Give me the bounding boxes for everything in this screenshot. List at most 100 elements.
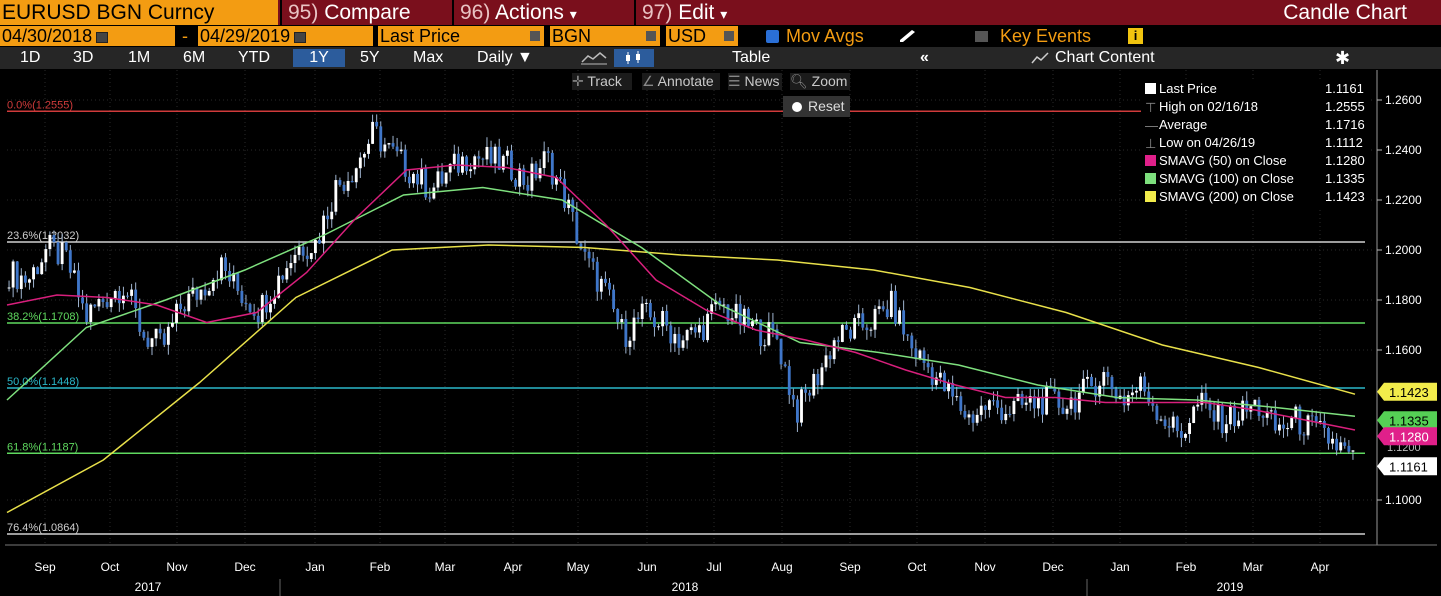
candle-body [530, 163, 534, 191]
gear-icon[interactable]: ✱ [1335, 48, 1351, 68]
key-events-checkbox[interactable] [975, 31, 988, 42]
candle-body [926, 363, 930, 368]
compare-button[interactable]: 95) Compare [280, 0, 450, 25]
candle-body [755, 319, 758, 322]
low-icon: ⊥ [1145, 136, 1157, 151]
edit-menu[interactable]: 97) Edit ▾ [634, 0, 764, 25]
x-month-label: Dec [234, 560, 255, 574]
candle-body [1257, 399, 1261, 416]
legend-label: Last Price [1159, 81, 1217, 96]
candle-body [795, 399, 799, 423]
candle-body [350, 180, 354, 183]
calendar-icon[interactable] [96, 31, 109, 43]
news-tool[interactable]: ☰ News [728, 73, 782, 90]
candle-body [220, 257, 223, 281]
candle-body [1151, 403, 1155, 406]
actions-menu[interactable]: 96) Actions ▾ [452, 0, 632, 25]
currency-select[interactable]: USD [666, 26, 738, 46]
candle-body [48, 234, 52, 250]
candle-body [224, 257, 227, 271]
legend-value: 1.1112 [1325, 135, 1363, 150]
track-tool[interactable]: ✛ Track [572, 73, 632, 90]
key-events-label[interactable]: Key Events [1000, 26, 1092, 46]
candle-body [97, 299, 101, 307]
y-tick-label: 1.1600 [1385, 343, 1422, 357]
period-6m[interactable]: 6M [183, 49, 206, 66]
price-tag-label: 1.1335 [1389, 413, 1429, 428]
fibonacci-label: 50.0%(1.1448) [7, 376, 79, 388]
frequency-select[interactable]: Daily ▼ [477, 49, 533, 67]
edit-number: 97) [642, 1, 673, 24]
candle-body [632, 317, 636, 341]
candle-body [702, 325, 705, 341]
x-month-label: Jan [1110, 560, 1129, 574]
candle-body [579, 243, 583, 250]
chart-content-button[interactable]: Chart Content [1055, 49, 1155, 66]
candle-body [1028, 396, 1032, 403]
candle-body [951, 382, 955, 397]
candle-body [1106, 372, 1110, 377]
y-tick-label: 1.2000 [1385, 243, 1422, 257]
period-5y[interactable]: 5Y [360, 49, 380, 66]
candle-body [857, 313, 861, 318]
legend-value: 1.1161 [1325, 81, 1364, 96]
x-year-label: 2018 [672, 580, 699, 594]
candle-body [32, 267, 35, 280]
candle-body [885, 309, 889, 318]
candle-body [534, 163, 538, 179]
fibonacci-label: 0.0%(1.2555) [7, 99, 73, 111]
candle-body [1224, 424, 1228, 434]
end-date-field[interactable]: 04/29/2019 [198, 26, 373, 46]
calendar-icon[interactable] [294, 31, 307, 43]
period-1m[interactable]: 1M [128, 49, 151, 66]
x-month-label: Oct [908, 560, 927, 574]
candle-body [7, 287, 11, 289]
candle-body [297, 246, 301, 255]
period-ytd[interactable]: YTD [238, 49, 270, 66]
start-date-field[interactable]: 04/30/2018 [0, 26, 175, 46]
annotate-tool[interactable]: ∠ Annotate [642, 73, 720, 90]
line-chart-icon[interactable] [578, 50, 610, 66]
period-1d[interactable]: 1D [20, 49, 41, 66]
candle-chart[interactable]: 0.0%(1.2555) 23.6%(1.2032) 38.2%(1.1708) 50… [5, 70, 1441, 596]
period-max[interactable]: Max [413, 49, 444, 66]
candle-body [338, 180, 342, 185]
table-button[interactable]: Table [732, 49, 771, 66]
currency-value: USD [668, 26, 707, 46]
reset-button[interactable]: Reset [783, 96, 850, 117]
period-1y[interactable]: 1Y [293, 49, 345, 67]
candle-body [1192, 406, 1196, 424]
candle-body [1298, 406, 1302, 435]
legend-label: SMAVG (100) on Close [1159, 171, 1294, 186]
candle-body [142, 331, 146, 338]
candle-body [420, 168, 424, 185]
candle-chart-icon[interactable] [614, 49, 654, 67]
pencil-icon[interactable] [898, 29, 918, 44]
candle-body [869, 329, 873, 331]
zoom-tool[interactable]: 🔍︎ Zoom [790, 73, 850, 90]
candle-body [1041, 397, 1044, 415]
mov-avgs-checkbox[interactable] [766, 30, 779, 43]
dropdown-icon [724, 31, 734, 41]
mov-avgs-label[interactable]: Mov Avgs [786, 26, 864, 46]
candle-body [1012, 400, 1016, 415]
field-select[interactable]: Last Price [378, 26, 544, 46]
price-tag-label: 1.1423 [1389, 385, 1429, 400]
candle-body [362, 153, 366, 158]
ticker-field[interactable]: EURUSD BGN Curncy [0, 0, 278, 25]
x-month-label: Jul [706, 560, 721, 574]
legend-swatch [1145, 191, 1156, 202]
candle-body [653, 317, 656, 328]
candle-body [412, 173, 415, 184]
info-icon[interactable]: i [1128, 28, 1143, 44]
source-select[interactable]: BGN [550, 26, 660, 46]
candle-body [996, 400, 1000, 408]
candle-body [175, 303, 178, 323]
candle-body [771, 322, 775, 330]
candle-body [1302, 434, 1306, 436]
collapse-icon[interactable]: « [920, 49, 929, 66]
candle-body [322, 215, 326, 244]
period-3d[interactable]: 3D [73, 49, 94, 66]
candle-body [113, 290, 117, 299]
candle-body [644, 302, 648, 304]
